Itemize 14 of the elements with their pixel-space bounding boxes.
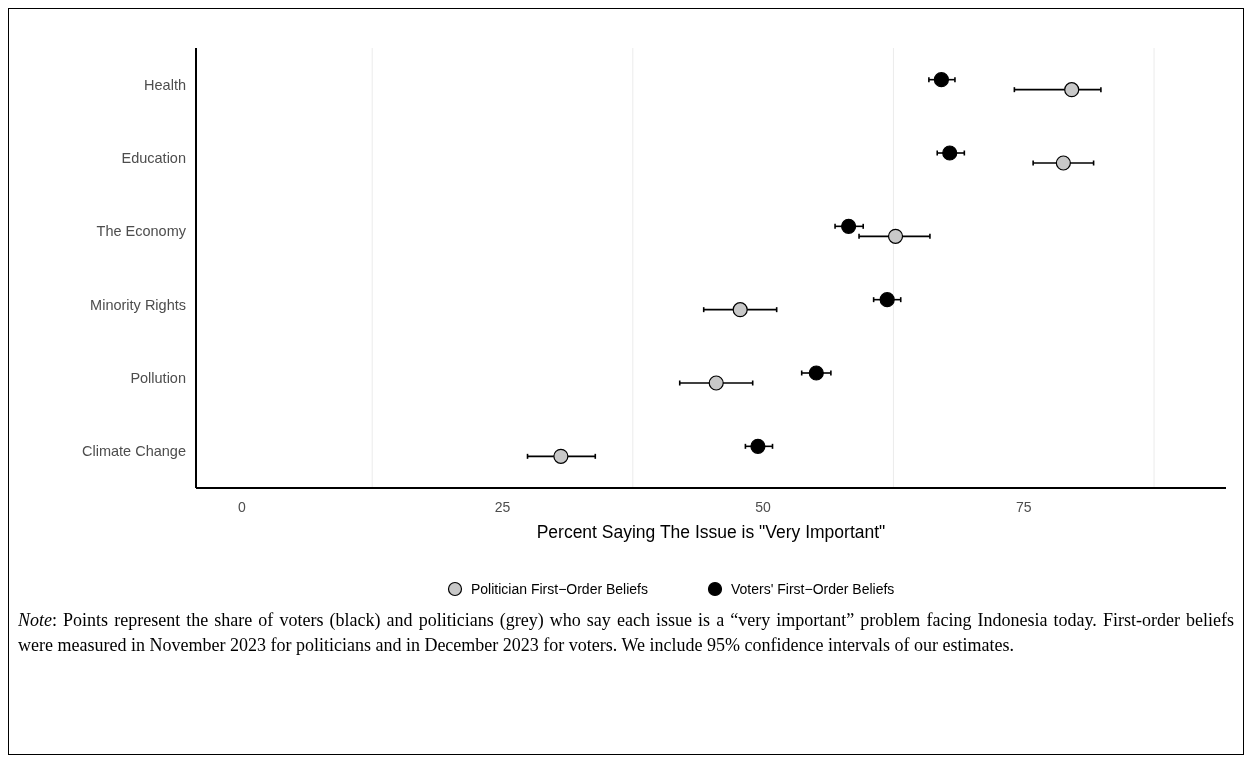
x-tick-label: 0 [237, 499, 246, 515]
text: Note: Points represent the share of voters (black) and politicians (grey) who say each issue is a “very important” problem facing Indonesia today. First-order beliefs were measured in November 2023 for politicians and in December 2023 for voters. We include 95% confidence intervals of our estimates. [18, 609, 1234, 657]
x-tick-label: 50 [755, 499, 772, 515]
legend-label: Politician First−Order Beliefs [471, 581, 649, 597]
y-tick-label: Health [144, 76, 186, 93]
y-tick-label: Climate Change [82, 443, 186, 460]
x-tick-label: 75 [1015, 499, 1032, 515]
y-tick-label: The Economy [96, 223, 187, 240]
y-tick-label: Education [121, 150, 186, 166]
y-tick-label: Pollution [130, 370, 186, 386]
x-tick-label: 25 [494, 499, 511, 515]
x-axis-title: Percent Saying The Issue is "Very Important" [536, 522, 886, 542]
legend-label: Voters' First−Order Beliefs [731, 581, 895, 597]
y-tick-label: Minority Rights [90, 296, 186, 313]
